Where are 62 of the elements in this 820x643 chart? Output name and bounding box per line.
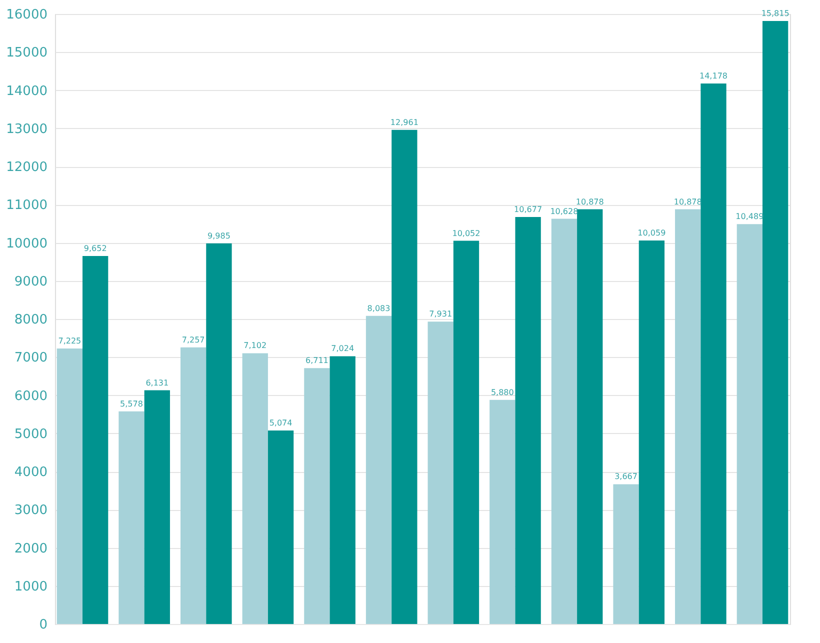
data-label: 15,815 — [761, 9, 790, 18]
data-label: 10,677 — [514, 204, 542, 214]
y-tick-label: 1000 — [14, 579, 48, 594]
y-tick-label: 5000 — [14, 426, 48, 442]
data-label: 10,052 — [452, 228, 480, 238]
data-label: 8,083 — [367, 304, 390, 313]
bar — [392, 130, 418, 624]
bar — [736, 224, 762, 624]
bar — [613, 484, 639, 624]
y-tick-label: 4000 — [14, 465, 48, 480]
bar — [304, 368, 330, 624]
y-tick-label: 8000 — [14, 312, 48, 328]
bar — [82, 256, 108, 624]
y-tick-label: 6000 — [14, 388, 48, 404]
data-label: 7,225 — [58, 336, 82, 346]
data-label: 5,074 — [269, 418, 292, 428]
y-tick-label: 11000 — [6, 198, 48, 214]
bar — [700, 83, 726, 624]
data-label: 6,711 — [305, 356, 328, 366]
y-tick-label: 7000 — [14, 350, 48, 366]
y-tick-label: 3000 — [14, 503, 48, 518]
bar — [577, 209, 603, 624]
data-label: 7,931 — [429, 310, 452, 319]
data-label: 14,178 — [700, 71, 728, 80]
y-tick-label: 2000 — [14, 541, 48, 556]
bar — [242, 353, 268, 624]
bar — [366, 316, 392, 624]
bar — [268, 430, 294, 624]
bar — [490, 400, 516, 624]
y-tick-label: 9000 — [14, 274, 48, 290]
data-label: 10,878 — [576, 197, 604, 206]
data-label: 9,985 — [208, 231, 230, 240]
bar — [56, 348, 83, 624]
data-label: 12,961 — [390, 118, 418, 127]
data-label: 3,667 — [614, 472, 638, 482]
bar — [330, 356, 356, 624]
bar — [428, 322, 454, 624]
bar — [118, 411, 144, 624]
y-tick-label: 13000 — [6, 122, 48, 137]
data-label: 6,131 — [146, 378, 169, 388]
data-label: 10,059 — [638, 228, 666, 238]
data-label: 7,024 — [331, 344, 354, 354]
data-label: 9,652 — [84, 244, 107, 254]
bar — [675, 209, 701, 624]
bar — [206, 243, 232, 624]
bar — [453, 240, 480, 624]
y-tick-label: 12000 — [6, 160, 48, 175]
bar — [515, 216, 541, 624]
data-label: 5,880 — [490, 388, 514, 397]
bar — [551, 218, 578, 624]
bar — [180, 347, 206, 624]
y-tick-label: 0 — [39, 618, 48, 632]
y-tick-label: 10000 — [6, 236, 48, 252]
y-tick-label: 14000 — [6, 84, 48, 99]
bar — [144, 390, 170, 624]
data-label: 5,578 — [120, 399, 143, 408]
data-label: 7,257 — [182, 335, 205, 344]
data-label: 7,102 — [244, 341, 267, 350]
bar — [638, 240, 665, 624]
y-tick-label: 16000 — [6, 8, 48, 22]
bar — [762, 21, 788, 624]
y-tick-label: 15000 — [6, 46, 48, 61]
